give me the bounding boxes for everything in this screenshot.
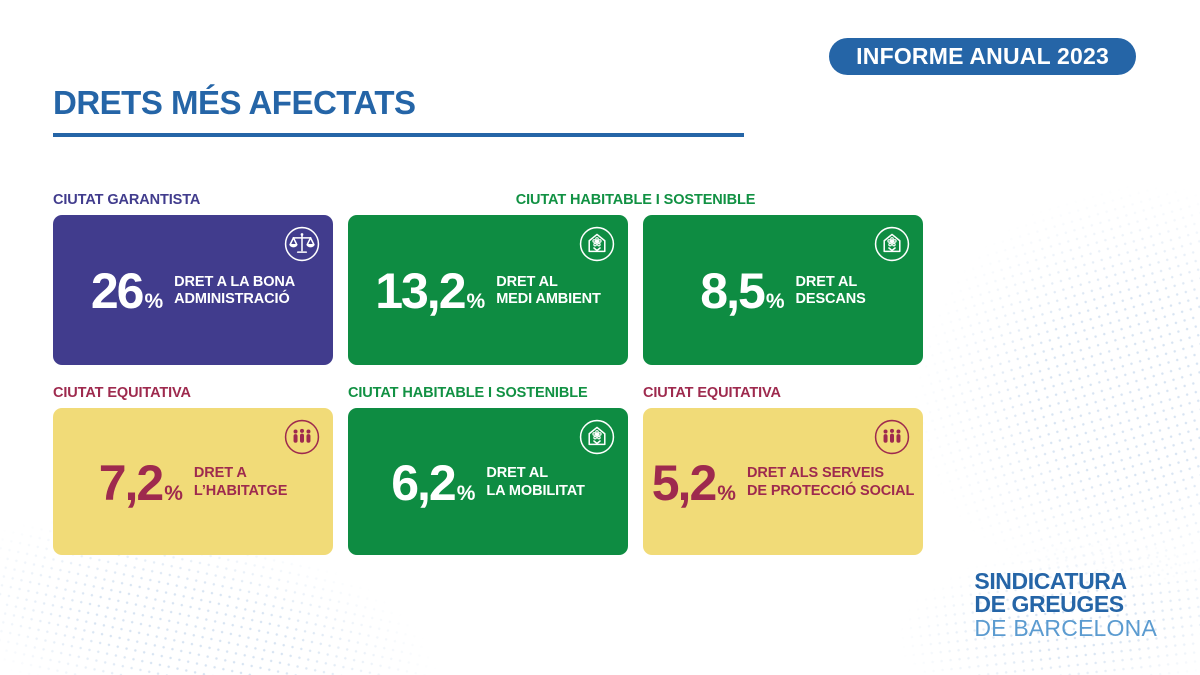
percent-sign: % (144, 290, 164, 313)
stat-label-line2: DE PROTECCIÓ SOCIAL (746, 482, 915, 499)
stat-value: 13,2 (375, 263, 466, 319)
eco-house-icon (873, 225, 911, 263)
stat-label-line1: DRET AL (795, 273, 858, 290)
percent-sign: % (466, 290, 486, 313)
stat-label-line2: MEDI AMBIENT (496, 291, 601, 307)
stat-card-medi-ambient: 13,2 % DRET AL MEDI AMBIENT (348, 215, 628, 365)
stat-number: 13,2 % (375, 266, 485, 316)
percent-sign: % (164, 481, 183, 505)
page-title: DRETS MÉS AFECTATS (53, 84, 416, 121)
stat: 6,2 % DRET AL LA MOBILITAT (391, 458, 585, 508)
category-label-garantista: CIUTAT GARANTISTA (53, 192, 201, 208)
stat-card-mobilitat: 6,2 % DRET AL LA MOBILITAT (348, 408, 628, 555)
stat-label-line2: DESCANS (795, 291, 866, 307)
category-label-habitable-top: CIUTAT HABITABLE I SOSTENIBLE (515, 192, 756, 208)
stat-label-line1: DRET A LA BONA (174, 273, 296, 290)
category-label-equitativa-1: CIUTAT EQUITATIVA (53, 385, 191, 401)
stat: 7,2 % DRET A L’HABITATGE (99, 458, 288, 508)
stat-label: DRET A LA BONA ADMINISTRACIÓ (174, 274, 295, 308)
eco-house-icon (578, 225, 616, 263)
stat-label: DRET A L’HABITATGE (193, 465, 288, 499)
title-underline (53, 133, 744, 137)
stat-label-line2: ADMINISTRACIÓ (174, 291, 290, 307)
stat-value: 5,2 (651, 454, 718, 511)
stat-label-line1: DRET ALS SERVEIS (746, 465, 884, 482)
scales-of-justice-icon (283, 225, 321, 263)
stat-number: 7,2 % (99, 458, 183, 508)
stat: 26 % DRET A LA BONA ADMINISTRACIÓ (91, 266, 295, 316)
cards-grid: CIUTAT GARANTISTA CIUTAT HABITABLE I SOS… (53, 189, 923, 555)
logo-line-1: SINDICATURA (974, 568, 1127, 594)
stat-value: 26 (90, 263, 145, 319)
stat-value: 7,2 (98, 454, 165, 511)
stat-label: DRET AL MEDI AMBIENT (496, 274, 601, 308)
report-year-badge: INFORME ANUAL 2023 (829, 38, 1136, 75)
stat-number: 8,5 % (700, 266, 784, 316)
people-icon (873, 418, 911, 456)
category-label-habitable-bottom: CIUTAT HABITABLE I SOSTENIBLE (348, 385, 588, 401)
people-icon (283, 418, 321, 456)
logo-line-2: DE GREUGES (974, 591, 1124, 618)
stat-number: 6,2 % (391, 458, 475, 508)
sindicatura-logo: SINDICATURA DE GREUGES DE BARCELONA (974, 568, 1157, 641)
stat-label-line1: DRET AL (486, 465, 548, 482)
stat-card-bona-administracio: 26 % DRET A LA BONA ADMINISTRACIÓ (53, 215, 333, 365)
stat-label-line2: LA MOBILITAT (486, 482, 585, 499)
stat-label: DRET AL LA MOBILITAT (486, 465, 585, 499)
stat-card-proteccio-social: 5,2 % DRET ALS SERVEIS DE PROTECCIÓ SOCI… (643, 408, 923, 555)
stat-label-line2: L’HABITATGE (193, 482, 288, 499)
stat-value: 8,5 (700, 263, 766, 319)
stat: 5,2 % DRET ALS SERVEIS DE PROTECCIÓ SOCI… (652, 458, 915, 508)
logo-line-3: DE BARCELONA (974, 614, 1157, 641)
stat-value: 6,2 (391, 454, 457, 511)
percent-sign: % (717, 481, 736, 505)
stat-card-descans: 8,5 % DRET AL DESCANS (643, 215, 923, 365)
stat-number: 5,2 % (652, 458, 736, 508)
stat-label: DRET AL DESCANS (796, 274, 866, 308)
stat: 8,5 % DRET AL DESCANS (700, 266, 866, 316)
stat: 13,2 % DRET AL MEDI AMBIENT (375, 266, 601, 316)
eco-house-icon (578, 418, 616, 456)
percent-sign: % (765, 290, 785, 313)
stat-label-line1: DRET A (193, 465, 247, 482)
stat-number: 26 % (91, 266, 163, 316)
percent-sign: % (456, 481, 476, 505)
category-label-equitativa-2: CIUTAT EQUITATIVA (643, 385, 781, 401)
stat-card-habitatge: 7,2 % DRET A L’HABITATGE (53, 408, 333, 555)
stat-label: DRET ALS SERVEIS DE PROTECCIÓ SOCIAL (747, 465, 914, 499)
stat-label-line1: DRET AL (496, 273, 558, 290)
